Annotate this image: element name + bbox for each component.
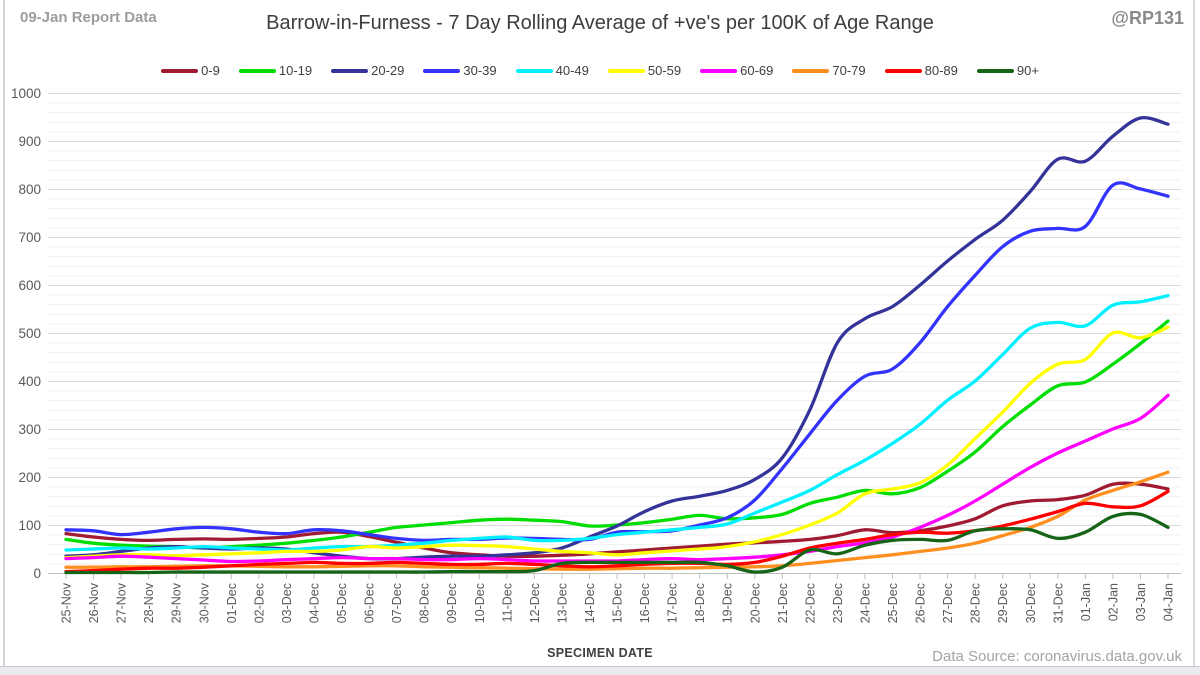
series-line-30-39	[64, 181, 1170, 543]
legend-item-20-29: 20-29	[331, 63, 404, 78]
series-line-50-59	[64, 325, 1170, 560]
x-axis-tick-label: 01-Jan	[1079, 583, 1093, 621]
legend-label: 50-59	[647, 63, 682, 78]
legend-swatch	[976, 68, 1014, 73]
x-axis-tick-label: 16-Dec	[638, 583, 652, 623]
x-axis-tick-label: 26-Nov	[87, 582, 101, 623]
window-right-border	[1193, 0, 1195, 667]
window-bottom-edge	[0, 666, 1200, 675]
x-axis-tick-label: 11-Dec	[500, 583, 514, 622]
x-axis-tick-label: 25-Dec	[886, 583, 900, 623]
chart-title: Barrow-in-Furness - 7 Day Rolling Averag…	[266, 12, 934, 34]
report-date-label: 09-Jan Report Data	[20, 9, 157, 26]
legend-item-30-39: 30-39	[423, 63, 497, 78]
legend-swatch	[884, 68, 922, 73]
legend-swatch	[700, 68, 738, 73]
x-axis-tick-label: 26-Dec	[914, 583, 928, 623]
x-axis-tick-label: 04-Dec	[307, 583, 321, 623]
x-axis-tick-label: 01-Dec	[225, 583, 239, 623]
x-axis-tick-label: 09-Dec	[445, 583, 459, 623]
x-axis-tick-label: 27-Nov	[115, 582, 129, 623]
legend-swatch	[161, 68, 199, 73]
y-axis-tick-label: 100	[18, 518, 41, 533]
legend-item-50-59: 50-59	[607, 63, 682, 78]
y-axis-tick-label: 1000	[11, 86, 41, 101]
x-axis-tick-label: 15-Dec	[611, 583, 625, 623]
y-axis-tick-label: 400	[18, 374, 41, 389]
window-left-border	[3, 0, 5, 667]
legend-swatch	[331, 68, 369, 73]
legend-swatch	[238, 68, 276, 73]
legend-label: 40-49	[555, 63, 589, 78]
series-line-40-49	[64, 293, 1170, 552]
y-axis-tick-label: 200	[18, 470, 41, 485]
y-axis-tick-label: 0	[33, 566, 41, 581]
legend-label: 80-89	[924, 63, 958, 78]
legend-item-70-79: 70-79	[792, 63, 866, 78]
series-line-0-9	[64, 481, 1170, 558]
x-axis-tick-label: 06-Dec	[363, 583, 377, 623]
legend-label: 90+	[1016, 63, 1039, 78]
x-axis-tick-label: 20-Dec	[748, 583, 762, 623]
y-axis-tick-label: 600	[18, 278, 41, 293]
x-axis-title: SPECIMEN DATE	[547, 646, 653, 660]
legend-swatch	[423, 68, 461, 73]
x-axis-tick-label: 30-Dec	[1024, 583, 1038, 623]
legend-label: 10-19	[278, 63, 313, 78]
x-axis-tick-label: 10-Dec	[473, 583, 487, 623]
legend-label: 20-29	[371, 63, 405, 78]
series-line-90+	[64, 511, 1170, 575]
legend-item-40-49: 40-49	[515, 63, 589, 78]
legend-item-90+: 90+	[976, 63, 1039, 78]
legend-label: 60-69	[740, 63, 774, 78]
x-axis-tick-label: 28-Nov	[142, 582, 156, 623]
legend-item-0-9: 0-9	[161, 63, 220, 78]
x-axis-tick-label: 03-Dec	[280, 583, 294, 623]
y-axis-tick-label: 500	[18, 326, 41, 341]
legend-swatch	[607, 68, 645, 73]
x-axis-tick-label: 27-Dec	[941, 583, 955, 623]
legend-swatch	[515, 68, 553, 73]
x-axis-tick-label: 31-Dec	[1051, 583, 1065, 623]
x-axis-tick-label: 02-Jan	[1106, 583, 1120, 621]
x-axis-tick-label: 13-Dec	[555, 583, 569, 623]
legend-item-10-19: 10-19	[238, 63, 313, 78]
y-axis-tick-label: 700	[18, 230, 41, 245]
legend-label: 0-9	[201, 63, 220, 78]
x-axis-tick-label: 14-Dec	[583, 583, 597, 623]
x-axis-tick-label: 07-Dec	[390, 583, 404, 623]
x-axis-tick-label: 30-Nov	[197, 582, 211, 623]
legend-item-80-89: 80-89	[884, 63, 958, 78]
data-source-label: Data Source: coronavirus.data.gov.uk	[932, 648, 1182, 665]
legend-item-60-69: 60-69	[700, 63, 773, 78]
x-axis-tick-label: 21-Dec	[776, 583, 790, 623]
x-axis-tick-label: 22-Dec	[803, 583, 817, 623]
x-axis-tick-label: 03-Jan	[1134, 583, 1148, 621]
x-axis-tick-label: 24-Dec	[858, 583, 872, 623]
x-axis-tick-label: 29-Dec	[996, 583, 1010, 623]
x-axis-tick-label: 17-Dec	[666, 583, 680, 623]
x-axis-tick-label: 05-Dec	[335, 583, 349, 623]
legend-label: 30-39	[463, 63, 497, 78]
x-axis-tick-label: 08-Dec	[418, 583, 432, 623]
x-axis-tick-label: 23-Dec	[831, 583, 845, 623]
x-axis-tick-label: 02-Dec	[252, 583, 266, 623]
legend-label: 70-79	[832, 63, 866, 78]
author-handle: @RP131	[1111, 8, 1184, 28]
x-axis-tick-label: 28-Dec	[969, 583, 983, 623]
series-line-20-29	[64, 116, 1170, 561]
x-axis-tick-label: 04-Jan	[1162, 583, 1176, 621]
y-axis-tick-label: 900	[18, 134, 41, 149]
x-axis-tick-label: 19-Dec	[721, 583, 735, 623]
legend-swatch	[792, 68, 830, 73]
x-axis-tick-label: 29-Nov	[170, 582, 184, 623]
x-axis-tick-label: 25-Nov	[60, 582, 74, 623]
chart-legend: 0-9 10-19 20-29 30-39 40-49 50-59 60-69 70-79 80…	[0, 63, 1200, 78]
x-axis-tick-label: 18-Dec	[693, 583, 707, 623]
y-axis-tick-label: 800	[18, 182, 41, 197]
y-axis-tick-label: 300	[18, 422, 41, 437]
x-axis-tick-label: 12-Dec	[528, 583, 542, 623]
